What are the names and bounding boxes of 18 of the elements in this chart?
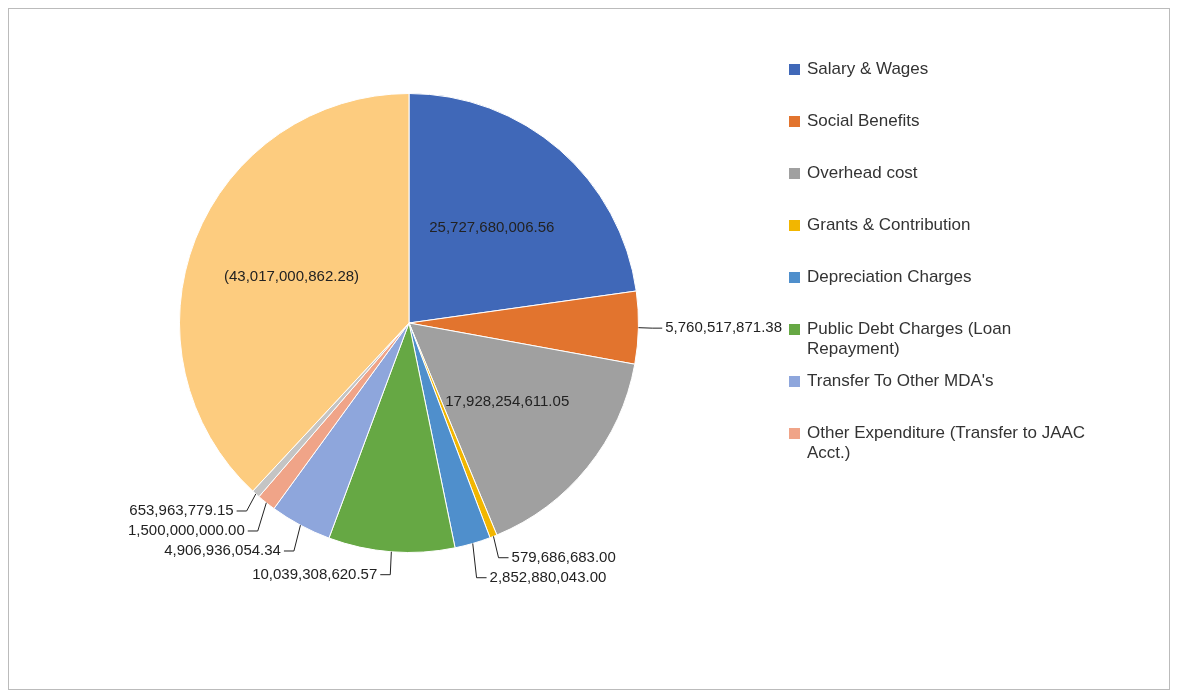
legend-label: Grants & Contribution xyxy=(807,215,972,235)
legend-label: Social Benefits xyxy=(807,111,921,131)
legend-label: Overhead cost xyxy=(807,163,919,183)
legend-label: Transfer To Other MDA's xyxy=(807,371,995,391)
legend-label: Public Debt Charges (Loan Repayment) xyxy=(807,319,1013,359)
data-label: 579,686,683.00 xyxy=(511,547,616,565)
data-label: 4,906,936,054.34 xyxy=(164,541,281,559)
legend-label: Salary & Wages xyxy=(807,59,930,79)
data-label: 1,500,000,000.00 xyxy=(127,521,245,539)
legend-label: Other Expenditure (Transfer to JAAC Acct.) xyxy=(807,423,1087,463)
legend-label: Depreciation Charges xyxy=(807,267,973,287)
data-label: (43,017,000,862.28) xyxy=(223,266,360,284)
data-label: 653,963,779.15 xyxy=(129,501,234,519)
data-label: 2,852,880,043.00 xyxy=(489,567,607,585)
data-label: 5,760,517,871.38 xyxy=(665,318,782,336)
data-label: 10,039,308,620.57 xyxy=(252,564,378,582)
data-label: 17,928,254,611.05 xyxy=(445,392,570,410)
data-label: 25,727,680,006.56 xyxy=(429,217,555,235)
